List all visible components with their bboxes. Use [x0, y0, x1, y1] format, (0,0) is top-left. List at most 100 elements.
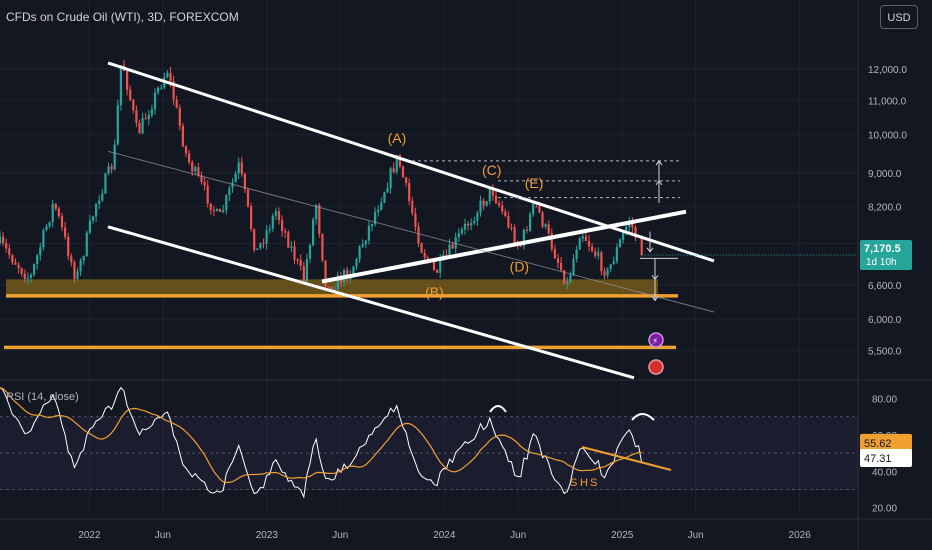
candle [454, 237, 457, 249]
time-tick-label: 2025 [611, 530, 634, 541]
price-tick-label: 5,500.0 [868, 347, 902, 358]
candle [417, 226, 420, 244]
measure-arrowhead [655, 160, 663, 166]
candle [20, 268, 23, 274]
time-tick-label: 2026 [789, 530, 812, 541]
candle [392, 168, 395, 172]
candle [153, 92, 157, 110]
candle [184, 146, 188, 154]
candle [88, 220, 91, 233]
candle [54, 203, 57, 209]
chart-title: CFDs on Crude Oil (WTI), 3D, FOREXCOM [6, 10, 239, 24]
candle [268, 228, 271, 231]
candle [358, 246, 361, 260]
candle [26, 277, 29, 279]
trendlines: ⚡ [107, 61, 715, 380]
candle [45, 226, 48, 231]
candle [432, 260, 436, 270]
candle [262, 243, 265, 245]
candle [315, 205, 318, 220]
candle [594, 251, 597, 256]
price-tick-label: 10,000.0 [868, 131, 907, 142]
candle [57, 208, 60, 217]
price-badges: 7,170.5 1d 10h 55.62 47.31 [641, 240, 912, 468]
support-zones [4, 279, 678, 350]
lightning-glyph: ⚡ [652, 337, 658, 347]
candle [352, 266, 355, 274]
candle [615, 247, 618, 262]
candle [436, 269, 439, 273]
time-axis[interactable]: 2022 Jun 2023 Jun 2024 Jun 2025 Jun 2026 [78, 530, 811, 541]
candle [246, 189, 250, 207]
candle [522, 229, 525, 246]
candle [147, 115, 150, 120]
candle [188, 153, 191, 163]
time-tick-label: 2023 [256, 530, 279, 541]
candle [51, 203, 54, 222]
candle [507, 216, 510, 228]
candle [287, 232, 290, 248]
candle [259, 243, 262, 249]
candle [467, 223, 470, 226]
candle [0, 236, 2, 244]
candle [609, 264, 612, 269]
price-tick-label: 9,000.0 [868, 169, 902, 180]
candle [284, 230, 287, 233]
channel-midline [107, 150, 715, 313]
candle [308, 245, 312, 259]
candle [225, 195, 228, 211]
candle [191, 162, 194, 172]
candle [60, 216, 64, 228]
candle [215, 209, 219, 211]
candle [219, 209, 222, 212]
candle [222, 210, 225, 212]
candle [293, 246, 296, 260]
candle [488, 187, 491, 202]
triangle-support-line [321, 209, 687, 284]
candle [460, 229, 463, 234]
currency-button[interactable]: USD [880, 5, 918, 29]
candle [8, 248, 11, 256]
candle [132, 99, 135, 111]
rsi-pattern-label: S [570, 477, 577, 489]
candle [36, 255, 39, 265]
candle [482, 200, 485, 206]
candles [0, 59, 643, 293]
candle [116, 105, 119, 145]
candle [11, 255, 14, 263]
countdown-value: 1d 10h [866, 257, 897, 268]
candle [625, 226, 628, 233]
candle [33, 264, 36, 275]
candle [82, 255, 85, 261]
rsi-top-arc [631, 413, 655, 421]
candle [271, 215, 274, 229]
time-tick-label: 2022 [78, 530, 101, 541]
candle [234, 173, 237, 183]
candle [70, 256, 73, 263]
candle [529, 214, 532, 232]
measure-arrowhead [651, 296, 659, 302]
candle [231, 182, 234, 189]
candle [73, 262, 76, 279]
candle [485, 201, 488, 206]
candle [113, 144, 116, 170]
wave-label: (B) [425, 284, 444, 300]
candle [305, 258, 308, 282]
candle [141, 118, 144, 134]
candle [2, 236, 5, 244]
time-tick-label: Jun [155, 530, 171, 541]
candle [327, 286, 330, 288]
candle [324, 260, 327, 287]
candle [29, 274, 33, 278]
rsi-value: 47.31 [864, 453, 892, 465]
candle [361, 244, 364, 247]
last-price-badge [860, 240, 912, 271]
candle [634, 227, 637, 238]
rsi-ma-line [0, 387, 642, 484]
candle [355, 259, 358, 267]
candle [135, 110, 138, 123]
candle [181, 125, 184, 147]
annotations: (A) (B) (C) (D) (E) S H S [388, 130, 598, 489]
candle [203, 181, 206, 186]
